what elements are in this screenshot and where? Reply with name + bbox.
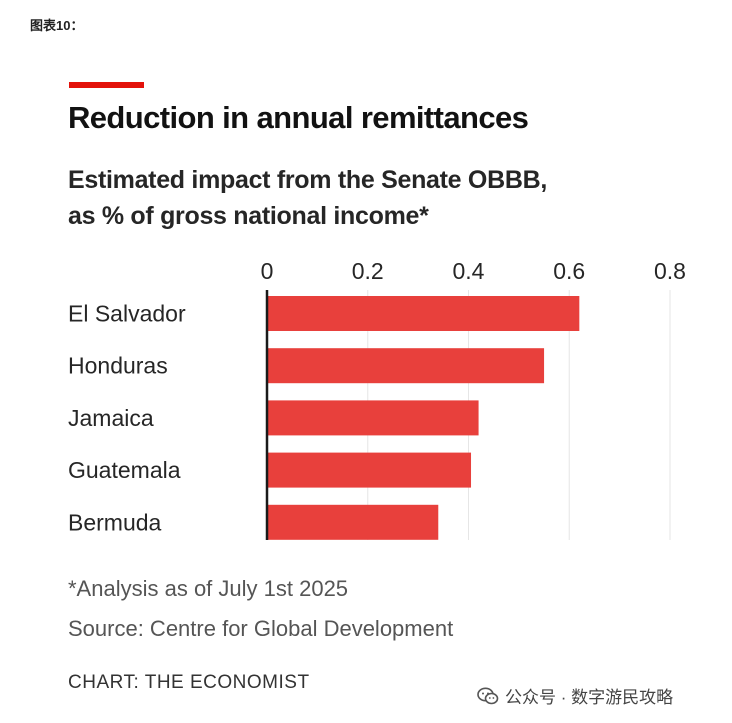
wechat-icon: [477, 687, 499, 704]
accent-bar: [69, 82, 144, 88]
x-tick-label: 0.6: [553, 258, 585, 284]
x-tick-label: 0: [261, 258, 274, 284]
category-label: Guatemala: [68, 457, 181, 483]
wechat-watermark: 公众号 · 数字游民攻略: [477, 683, 673, 708]
bar: [267, 296, 580, 331]
chart-credit: CHART: THE ECONOMIST: [68, 672, 310, 693]
x-tick-label: 0.2: [352, 258, 384, 284]
chart-source: Source: Centre for Global Development: [68, 616, 454, 641]
wechat-account-name: 公众号 · 数字游民攻略: [505, 688, 674, 707]
chart-subtitle-line-1: Estimated impact from the Senate OBBB,: [68, 166, 547, 194]
category-label: El Salvador: [68, 301, 186, 327]
chart-footnote: *Analysis as of July 1st 2025: [68, 576, 349, 601]
chart-subtitle-line-2: as % of gross national income*: [68, 202, 429, 230]
bar: [267, 452, 472, 488]
bar: [267, 504, 439, 540]
category-label: Bermuda: [68, 509, 162, 535]
chart-subtitle: Estimated impact from the Senate OBBB, a…: [68, 162, 547, 234]
bar: [267, 400, 479, 436]
category-label: Honduras: [68, 353, 168, 379]
figure-label: 图表10：: [30, 18, 84, 33]
bar: [267, 348, 545, 384]
category-label: Jamaica: [68, 405, 154, 431]
x-tick-label: 0.8: [654, 258, 686, 284]
chart-title: Reduction in annual remittances: [68, 100, 529, 135]
x-tick-label: 0.4: [453, 258, 485, 284]
